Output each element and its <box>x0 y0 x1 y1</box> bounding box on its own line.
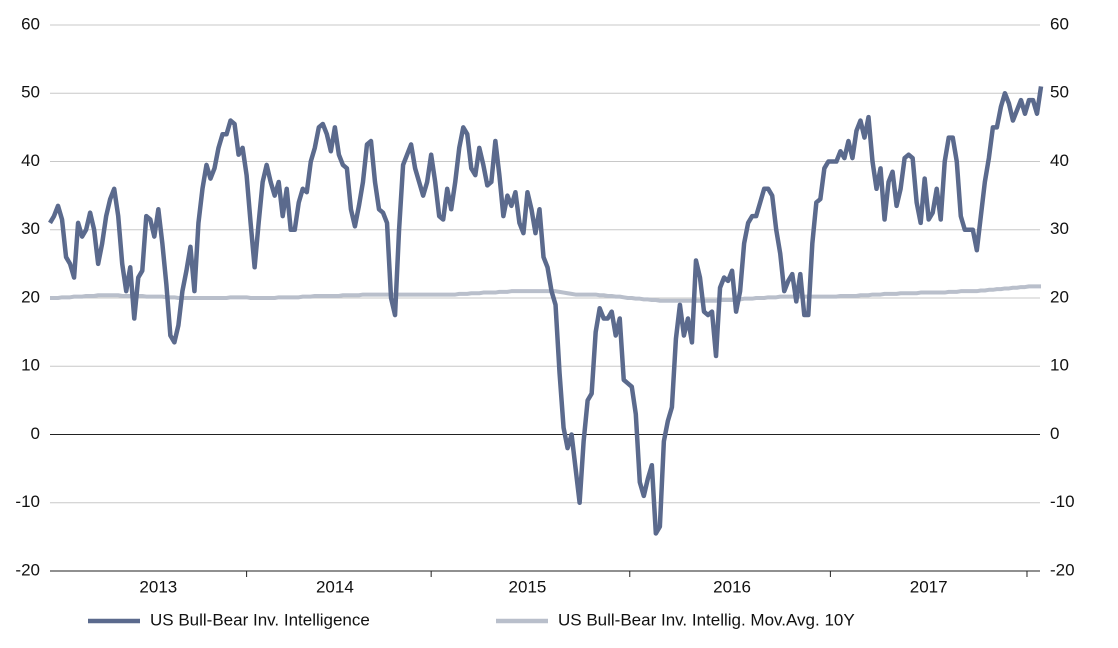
y-tick-label: -10 <box>15 492 40 511</box>
y2-tick-label: 20 <box>1050 287 1069 306</box>
x-tick-label: 2016 <box>713 577 751 596</box>
y2-tick-label: 30 <box>1050 219 1069 238</box>
x-tick-label: 2013 <box>139 577 177 596</box>
y2-tick-label: 60 <box>1050 14 1069 33</box>
y-tick-label: 10 <box>21 356 40 375</box>
legend-label: US Bull-Bear Inv. Intelligence <box>150 610 370 629</box>
y-tick-label: -20 <box>15 560 40 579</box>
y2-tick-label: 50 <box>1050 83 1069 102</box>
y-tick-label: 0 <box>31 424 40 443</box>
y2-tick-label: 10 <box>1050 356 1069 375</box>
legend-label: US Bull-Bear Inv. Intellig. Mov.Avg. 10Y <box>558 610 855 629</box>
series-line <box>50 284 1042 303</box>
x-tick-label: 2014 <box>316 577 354 596</box>
y2-tick-label: -20 <box>1050 560 1075 579</box>
y-tick-label: 50 <box>21 83 40 102</box>
y-tick-label: 40 <box>21 151 40 170</box>
y2-tick-label: 0 <box>1050 424 1059 443</box>
y-tick-label: 60 <box>21 14 40 33</box>
series-line <box>48 86 1044 536</box>
y-tick-label: 30 <box>21 219 40 238</box>
y2-tick-label: 40 <box>1050 151 1069 170</box>
y-tick-label: 20 <box>21 287 40 306</box>
x-tick-label: 2017 <box>910 577 948 596</box>
y2-tick-label: -10 <box>1050 492 1075 511</box>
x-tick-label: 2015 <box>509 577 547 596</box>
